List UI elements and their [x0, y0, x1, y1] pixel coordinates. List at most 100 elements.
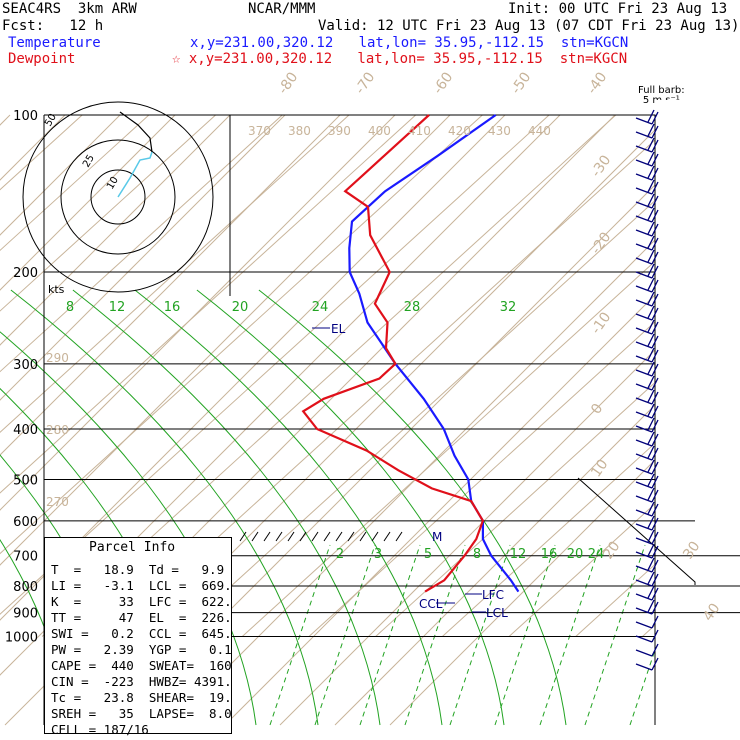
pressure-label: 300 [13, 358, 38, 373]
barb-flag [647, 179, 655, 193]
mixing-ratio-label: 24 [312, 300, 329, 315]
barb-flag [647, 529, 655, 543]
wind-barb [635, 445, 659, 461]
parcel-row: SWI = 0.2 CCL = 645. [51, 626, 232, 641]
mixing-ratio-label: 8 [473, 547, 481, 562]
mixing-ratio-label: 24 [588, 547, 605, 562]
barb-flag [651, 237, 659, 251]
barb-shaft [635, 565, 653, 573]
barb-flag [651, 433, 659, 447]
wind-barb [635, 179, 659, 195]
wind-barb [635, 557, 659, 573]
moist-adiabat [196, 289, 505, 726]
pressure-label: 500 [13, 474, 38, 489]
isotherm [0, 114, 216, 312]
mixing-ratio-line [449, 544, 511, 726]
hatch-mark [383, 531, 391, 542]
wind-barb [635, 403, 659, 419]
parcel-row: LI = -3.1 LCL = 669. [51, 578, 232, 593]
wind-barb [635, 277, 659, 293]
barb-flag [651, 209, 659, 223]
barb-shaft [635, 369, 653, 377]
barb-flag [651, 531, 659, 545]
barb-shaft [635, 145, 653, 153]
parcel-row: SREH = 35 LAPSE= 8.0 [51, 706, 232, 721]
mixing-ratio-label: 12 [510, 547, 527, 562]
hatch-mark [395, 531, 403, 542]
barb-flag [651, 223, 659, 237]
hodograph-units: kts [48, 283, 65, 296]
dewpoint-location: ☆ x,y=231.00,320.12 lat,lon= 35.95,-112.… [172, 51, 628, 67]
isotherm-label: -40 [584, 69, 610, 97]
barb-flag [651, 475, 659, 489]
isotherm-label: -30 [588, 152, 614, 180]
barb-flag [647, 305, 655, 319]
parcel-row: CAPE = 440 SWEAT= 160 [51, 658, 232, 673]
barb-shaft [635, 285, 653, 293]
mixing-ratio-line [539, 544, 601, 726]
hatch-mark [347, 531, 355, 542]
barb-flag [651, 587, 659, 601]
barb-flag [651, 447, 659, 461]
barb-shaft [635, 663, 653, 671]
mixing-ratio-label: 32 [500, 300, 517, 315]
barb-flag [647, 487, 655, 501]
barb-flag [647, 221, 655, 235]
lcl-label: LCL [486, 606, 508, 620]
theta-label: 400 [368, 124, 391, 138]
wind-barb [635, 375, 659, 391]
barb-shaft [635, 341, 653, 349]
parcel-row: PW = 2.39 YGP = 0.1 [51, 642, 232, 657]
wind-barb [635, 515, 659, 531]
hatch-mark [323, 531, 331, 542]
wind-barb [635, 165, 659, 181]
hodograph-ring [22, 101, 214, 293]
m-label: M [432, 530, 442, 544]
wind-barb [635, 305, 659, 321]
barb-flag [651, 503, 659, 517]
parcel-row: T = 18.9 Td = 9.9 [51, 562, 225, 577]
barb-shaft [635, 117, 653, 125]
mixing-ratio-line [359, 544, 421, 726]
barb-flag [647, 501, 655, 515]
isotherm-label: -20 [588, 229, 614, 257]
barb-shaft [635, 551, 653, 559]
parcel-info-box: Parcel Info T = 18.9 Td = 9.9 LI = -3.1 … [44, 537, 232, 737]
barb-flag [651, 377, 659, 391]
wind-barb [635, 473, 659, 489]
isotherm-label: -60 [430, 69, 456, 97]
barb-shaft [635, 411, 653, 419]
barb-shaft [635, 607, 653, 615]
barb-shaft [635, 243, 653, 251]
wind-barb [635, 431, 659, 447]
dry-adiabat [0, 114, 176, 291]
temperature-legend: Temperature [8, 35, 101, 51]
barb-flag [647, 571, 655, 585]
moist-adiabat [0, 331, 257, 726]
barb-flag [647, 277, 655, 291]
wind-barb [635, 249, 659, 265]
barb-flag [651, 489, 659, 503]
pressure-label: 900 [13, 607, 38, 622]
barb-flag [651, 167, 659, 181]
wind-barb [635, 543, 659, 559]
isotherm [0, 114, 483, 555]
mixing-ratio-label: 2 [336, 547, 344, 562]
barb-flag [651, 279, 659, 293]
hatch-mark [275, 531, 283, 542]
ccl-label: CCL [419, 597, 443, 611]
wind-barb [635, 643, 659, 657]
isotherm [0, 114, 417, 494]
theta-label: 290 [46, 351, 69, 365]
init-time: Init: 00 UTC Fri 23 Aug 13 [508, 1, 728, 17]
wind-barb [635, 459, 659, 475]
barb-flag [647, 347, 655, 361]
hatch-mark [251, 531, 259, 542]
mixing-ratio-label: 20 [567, 547, 584, 562]
barb-flag [651, 321, 659, 335]
barb-flag [651, 265, 659, 279]
moist-adiabat [10, 289, 319, 726]
hatch-mark [371, 531, 379, 542]
theta-label: 430 [488, 124, 511, 138]
